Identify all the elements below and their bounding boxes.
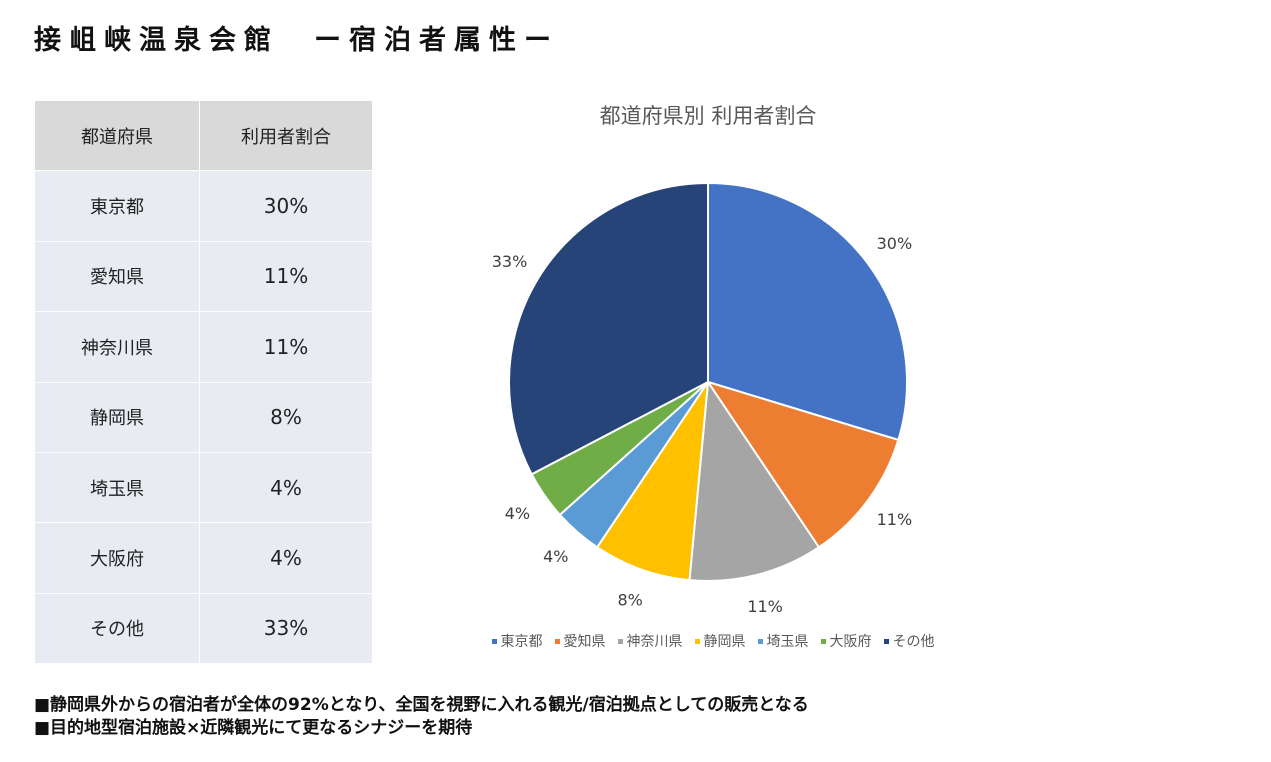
row-prefecture: 静岡県 [34, 381, 200, 453]
row-ratio: 8% [199, 381, 373, 453]
row-prefecture: 埼玉県 [34, 451, 200, 524]
note-line: ■静岡県外からの宿泊者が全体の92%となり、全国を視野に入れる観光/宿泊拠点とし… [34, 695, 809, 715]
pie-chart: 30% 11% 11% 8% 4% 4% 33% [492, 181, 913, 616]
row-ratio: 4% [199, 451, 373, 524]
row-ratio: 33% [199, 592, 373, 665]
row-ratio: 4% [199, 522, 373, 594]
legend-label: 愛知県 [563, 634, 606, 650]
chart-legend: 東京都 愛知県 神奈川県 静岡県 埼玉県 大阪府 その他 [470, 631, 956, 651]
row-prefecture: その他 [34, 592, 200, 665]
page-title: 接岨峡温泉会館 ー宿泊者属性ー [34, 25, 559, 56]
pie-slice-other [508, 181, 709, 476]
data-label-saitama: 4% [543, 547, 568, 566]
legend-swatch [883, 638, 889, 644]
table-row: その他 33% [34, 592, 373, 665]
legend-item-saitama: 埼玉県 [757, 631, 809, 651]
note-line: ■目的地型宿泊施設×近隣観光にて更なるシナジーを期待 [34, 718, 473, 738]
legend-item-other: その他 [883, 631, 935, 651]
legend-swatch [617, 638, 623, 644]
table-header-row: 都道府県 利用者割合 [34, 99, 373, 172]
table-row: 大阪府 4% [34, 522, 373, 594]
pie-slice-aichi [705, 380, 900, 549]
legend-label: 静岡県 [703, 634, 746, 650]
legend-label: 神奈川県 [626, 634, 683, 650]
header-prefecture: 都道府県 [34, 99, 200, 172]
legend-label: その他 [892, 634, 935, 650]
legend-swatch [491, 638, 497, 644]
header-ratio: 利用者割合 [199, 99, 373, 172]
chart-title: 都道府県別 利用者割合 [599, 104, 817, 128]
notes: ■静岡県外からの宿泊者が全体の92%となり、全国を視野に入れる観光/宿泊拠点とし… [34, 694, 809, 740]
row-prefecture: 東京都 [34, 170, 200, 242]
table-row: 埼玉県 4% [34, 451, 373, 524]
row-ratio: 11% [199, 311, 373, 383]
legend-swatch [820, 638, 826, 644]
table-row: 東京都 30% [34, 170, 373, 242]
legend-item-osaka: 大阪府 [820, 631, 872, 651]
table-row: 愛知県 11% [34, 240, 373, 313]
prefecture-table: 都道府県 利用者割合 東京都 30% 愛知県 11% 神奈川県 11% 静岡県 … [34, 99, 373, 665]
legend-item-aichi: 愛知県 [554, 631, 606, 651]
data-label-kanagawa: 11% [747, 597, 783, 616]
pie-slice-kanagawa [688, 379, 821, 582]
data-label-tokyo: 30% [877, 234, 913, 253]
legend-label: 大阪府 [829, 634, 872, 650]
data-label-other: 33% [492, 252, 528, 271]
pie-slice-shizuoka [595, 381, 709, 582]
row-prefecture: 大阪府 [34, 522, 200, 594]
legend-label: 埼玉県 [766, 634, 809, 650]
row-prefecture: 神奈川県 [34, 311, 200, 383]
legend-item-tokyo: 東京都 [491, 631, 543, 651]
legend-label: 東京都 [500, 634, 543, 650]
data-label-aichi: 11% [877, 510, 913, 529]
legend-swatch [554, 638, 560, 644]
legend-item-shizuoka: 静岡県 [694, 631, 746, 651]
pie-slice-tokyo [707, 181, 908, 442]
legend-swatch [757, 638, 763, 644]
row-ratio: 30% [199, 170, 373, 242]
legend-swatch [694, 638, 700, 644]
data-label-shizuoka: 8% [618, 591, 643, 610]
row-prefecture: 愛知県 [34, 240, 200, 313]
legend-item-kanagawa: 神奈川県 [617, 631, 683, 651]
table-row: 神奈川県 11% [34, 311, 373, 383]
table-row: 静岡県 8% [34, 381, 373, 453]
row-ratio: 11% [199, 240, 373, 313]
data-label-osaka: 4% [505, 504, 530, 523]
